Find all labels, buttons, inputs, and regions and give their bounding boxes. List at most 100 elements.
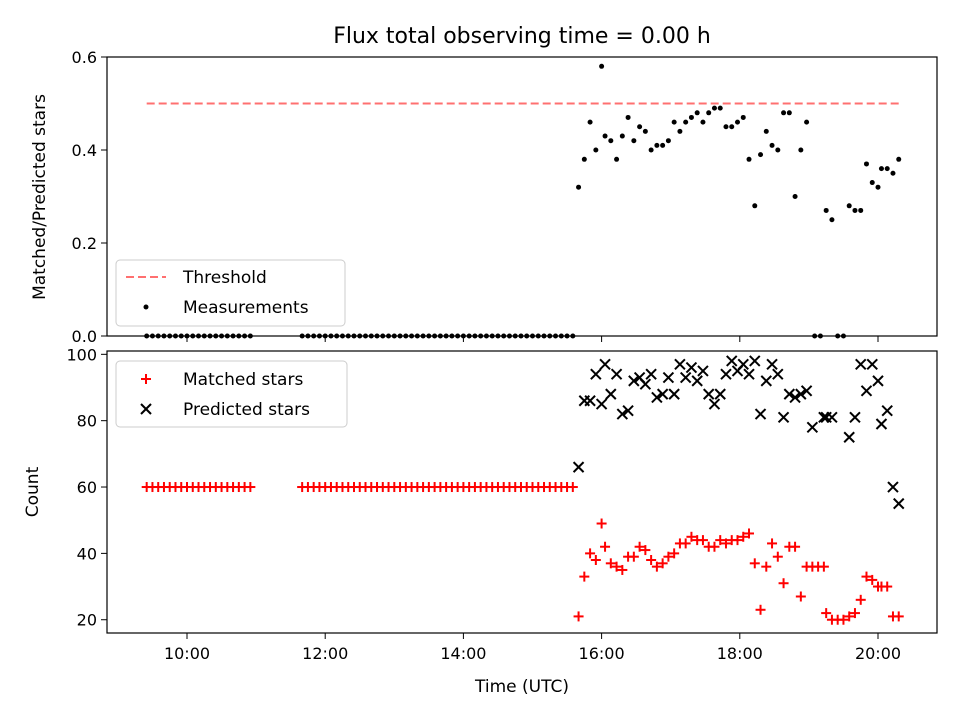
predicted-point-b (726, 355, 738, 367)
measurement-point (660, 142, 666, 148)
predicted-point-b (610, 368, 623, 380)
predicted-point-b (795, 388, 807, 400)
predicted-point (893, 497, 905, 510)
matched-point (669, 548, 680, 559)
measurement-point (602, 133, 608, 139)
matched-point (844, 611, 855, 622)
predicted-point (584, 395, 596, 407)
measurement-point (829, 217, 835, 223)
matched-point (596, 518, 607, 529)
predicted-point-b (887, 481, 899, 493)
predicted-point-b (679, 371, 692, 384)
matched-point (755, 604, 766, 615)
measurement-point (688, 114, 694, 120)
measurement-point (683, 119, 689, 125)
predicted-point-b (893, 497, 905, 510)
bottom-axes-frame (106, 350, 938, 634)
x-tick-label: 10:00 (164, 644, 210, 663)
bottom-y-tick-label: 40 (77, 544, 97, 563)
predicted-point (766, 358, 778, 370)
matched-point (720, 538, 731, 549)
matched-point (893, 611, 904, 622)
matched-point (651, 561, 662, 572)
matched-point (585, 548, 596, 559)
x-tick-label: 16:00 (579, 644, 625, 663)
chart-title: Flux total observing time = 0.00 h (333, 24, 711, 49)
predicted-point (645, 368, 657, 380)
measurement-point (625, 114, 631, 120)
legend-measurements-swatch (143, 304, 149, 310)
measurement-point (823, 207, 829, 213)
predicted-point (590, 368, 602, 380)
top-y-tick-label: 0.4 (72, 141, 97, 160)
predicted-point-b (691, 375, 703, 387)
matched-point (600, 541, 611, 552)
measurement-point (758, 152, 764, 158)
predicted-point-b (777, 411, 790, 424)
matched-point (732, 535, 743, 546)
predicted-point (783, 388, 796, 400)
predicted-point-b (605, 388, 617, 400)
predicted-point (572, 461, 585, 473)
measurement-point (654, 142, 660, 148)
predicted-point-b (639, 378, 652, 390)
predicted-point-b (881, 405, 893, 417)
bottom-y-tick-label: 100 (66, 345, 97, 364)
matched-point (657, 558, 668, 569)
bottom-legend: Matched stars Predicted stars (115, 360, 348, 428)
predicted-point (743, 368, 755, 380)
measurement-point (863, 161, 869, 167)
predicted-point-b (616, 408, 629, 420)
predicted-point (714, 388, 726, 400)
measurement-point (671, 119, 677, 125)
predicted-point-b (783, 388, 796, 400)
predicted-point (691, 375, 703, 387)
matched-point (738, 531, 749, 542)
predicted-point-b (743, 368, 755, 380)
predicted-point (826, 411, 838, 424)
matched-point (855, 594, 866, 605)
measurement-point (637, 124, 643, 130)
predicted-point-b (860, 385, 873, 397)
bottom-legend-box (115, 360, 348, 428)
matched-point (634, 541, 645, 552)
predicted-point-b (855, 358, 867, 370)
matched-point (849, 608, 860, 619)
predicted-point (674, 358, 686, 370)
measurement-point (723, 124, 729, 130)
measurement-point (581, 156, 587, 162)
predicted-point (685, 361, 698, 374)
legend-threshold-label: Threshold (182, 268, 267, 288)
legend-matched-label: Matched stars (183, 370, 303, 390)
matched-point (611, 561, 622, 572)
legend-predicted-label: Predicted stars (183, 400, 310, 420)
predicted-point (662, 371, 675, 384)
legend-matched-swatch (141, 374, 151, 384)
predicted-point (622, 405, 634, 417)
predicted-point (849, 411, 861, 424)
measurement-point (869, 180, 875, 186)
legend-matched-marker (141, 374, 151, 384)
measurement-point (717, 105, 723, 111)
predicted-point-b (668, 388, 680, 400)
predicted-point-b (760, 375, 772, 387)
predicted-point-b (714, 388, 726, 400)
predicted-point (806, 421, 819, 434)
predicted-point (651, 391, 663, 404)
predicted-point-b (628, 375, 640, 387)
measurement-point (890, 170, 896, 176)
predicted-point-b (737, 358, 749, 370)
predicted-point (702, 388, 715, 400)
matched-point (795, 591, 806, 602)
predicted-point (772, 368, 784, 380)
measurement-point (608, 138, 614, 144)
measurement-point (752, 203, 758, 209)
predicted-point (843, 431, 855, 443)
predicted-point (605, 388, 617, 400)
bottom-panel: 20 40 60 80 100 10:00 12:00 14:00 16:00 18:00 20:… (23, 345, 938, 697)
matched-point (838, 614, 849, 625)
matched-point (715, 535, 726, 546)
top-y-ticks: 0.0 0.2 0.4 0.6 (72, 48, 107, 346)
predicted-point-b (645, 368, 657, 380)
